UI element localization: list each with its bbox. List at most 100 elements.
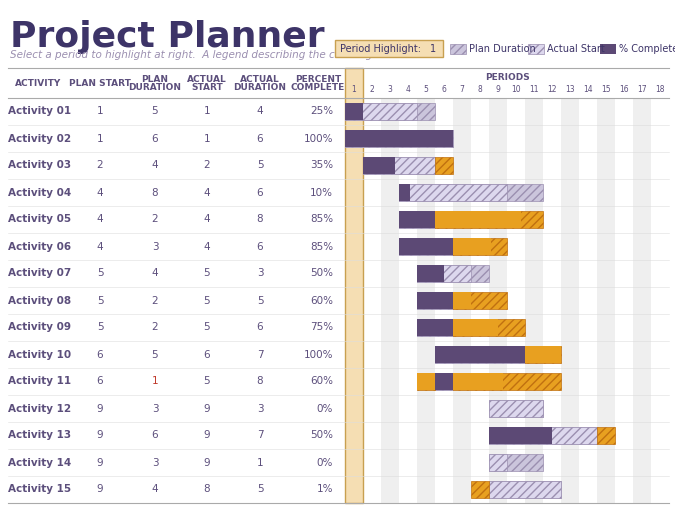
Bar bbox=[489, 454, 507, 471]
Bar bbox=[435, 346, 525, 363]
Text: 4: 4 bbox=[97, 188, 103, 198]
Text: 5: 5 bbox=[97, 322, 103, 332]
Text: 3: 3 bbox=[152, 458, 159, 467]
Text: Select a period to highlight at right.  A legend describing the charting follows: Select a period to highlight at right. A… bbox=[10, 50, 414, 60]
Text: 60%: 60% bbox=[310, 376, 333, 386]
Text: 14: 14 bbox=[583, 85, 593, 95]
Bar bbox=[417, 292, 453, 309]
Bar bbox=[597, 427, 615, 444]
Bar bbox=[417, 265, 444, 282]
Bar bbox=[399, 184, 507, 201]
Bar bbox=[453, 319, 498, 336]
Text: Activity 13: Activity 13 bbox=[8, 431, 71, 440]
Text: 4: 4 bbox=[204, 241, 211, 252]
Text: 7: 7 bbox=[460, 85, 464, 95]
Text: 2: 2 bbox=[152, 214, 159, 225]
Text: 9: 9 bbox=[97, 431, 103, 440]
Bar bbox=[525, 346, 561, 363]
Bar bbox=[435, 157, 453, 174]
Text: Activity 07: Activity 07 bbox=[8, 268, 72, 279]
Text: 11: 11 bbox=[529, 85, 539, 95]
Bar bbox=[489, 427, 597, 444]
Bar bbox=[489, 400, 543, 417]
Bar bbox=[435, 98, 453, 503]
Text: 5: 5 bbox=[424, 85, 429, 95]
Text: Actual Start: Actual Start bbox=[547, 44, 605, 54]
Bar bbox=[471, 481, 489, 498]
Text: 50%: 50% bbox=[310, 268, 333, 279]
Text: Activity 04: Activity 04 bbox=[8, 188, 72, 198]
Text: 2: 2 bbox=[370, 85, 375, 95]
Bar bbox=[435, 373, 453, 390]
Text: 9: 9 bbox=[204, 404, 211, 413]
Text: 5: 5 bbox=[256, 485, 263, 495]
Text: 8: 8 bbox=[256, 376, 263, 386]
Text: Activity 15: Activity 15 bbox=[8, 485, 71, 495]
Bar bbox=[363, 157, 394, 174]
Bar bbox=[579, 98, 597, 503]
Text: 9: 9 bbox=[495, 85, 500, 95]
Text: Activity 11: Activity 11 bbox=[8, 376, 71, 386]
Bar bbox=[453, 292, 471, 309]
Text: 6: 6 bbox=[441, 85, 446, 95]
Bar bbox=[453, 319, 525, 336]
Text: Activity 12: Activity 12 bbox=[8, 404, 71, 413]
Text: 2: 2 bbox=[152, 322, 159, 332]
Bar bbox=[417, 292, 453, 309]
Text: % Complete: % Complete bbox=[619, 44, 675, 54]
Text: 4: 4 bbox=[97, 214, 103, 225]
Bar bbox=[417, 373, 435, 390]
Bar bbox=[489, 427, 552, 444]
Text: 3: 3 bbox=[152, 404, 159, 413]
Text: Activity 01: Activity 01 bbox=[8, 107, 71, 116]
Bar bbox=[363, 98, 381, 503]
Bar bbox=[345, 130, 453, 147]
Text: DURATION: DURATION bbox=[128, 84, 182, 93]
Bar bbox=[399, 184, 410, 201]
Bar bbox=[561, 98, 579, 503]
Bar bbox=[417, 319, 453, 336]
Text: ACTUAL: ACTUAL bbox=[187, 74, 227, 84]
Bar bbox=[345, 68, 363, 503]
Bar bbox=[363, 157, 435, 174]
Bar bbox=[615, 98, 633, 503]
Text: 8: 8 bbox=[256, 214, 263, 225]
Text: 12: 12 bbox=[547, 85, 557, 95]
Text: 4: 4 bbox=[152, 268, 159, 279]
Bar bbox=[399, 211, 435, 228]
Text: 4: 4 bbox=[204, 214, 211, 225]
Bar bbox=[600, 44, 616, 54]
Text: Activity 02: Activity 02 bbox=[8, 134, 71, 144]
Bar bbox=[633, 98, 651, 503]
Text: 50%: 50% bbox=[310, 431, 333, 440]
Bar bbox=[345, 130, 453, 147]
Text: 4: 4 bbox=[256, 107, 263, 116]
Text: 0%: 0% bbox=[317, 458, 333, 467]
Text: PERCENT: PERCENT bbox=[295, 74, 341, 84]
Bar bbox=[453, 292, 507, 309]
Text: 8: 8 bbox=[478, 85, 483, 95]
Bar bbox=[435, 373, 453, 390]
Text: 15: 15 bbox=[601, 85, 611, 95]
Text: 6: 6 bbox=[97, 376, 103, 386]
Text: 5: 5 bbox=[256, 295, 263, 305]
Text: PERIODS: PERIODS bbox=[485, 73, 529, 83]
Text: 5: 5 bbox=[204, 322, 211, 332]
Text: 1: 1 bbox=[97, 134, 103, 144]
Text: 4: 4 bbox=[152, 485, 159, 495]
Text: 60%: 60% bbox=[310, 295, 333, 305]
Text: 2: 2 bbox=[204, 161, 211, 171]
Text: 1: 1 bbox=[352, 85, 356, 95]
Text: 5: 5 bbox=[152, 349, 159, 359]
Text: 17: 17 bbox=[637, 85, 647, 95]
Text: 6: 6 bbox=[97, 349, 103, 359]
Text: 1: 1 bbox=[204, 107, 211, 116]
Text: 85%: 85% bbox=[310, 214, 333, 225]
Bar bbox=[417, 319, 453, 336]
Text: 6: 6 bbox=[152, 134, 159, 144]
Text: 4: 4 bbox=[406, 85, 410, 95]
Text: 5: 5 bbox=[204, 268, 211, 279]
Text: Activity 09: Activity 09 bbox=[8, 322, 71, 332]
Bar bbox=[417, 265, 489, 282]
Text: ACTUAL: ACTUAL bbox=[240, 74, 280, 84]
